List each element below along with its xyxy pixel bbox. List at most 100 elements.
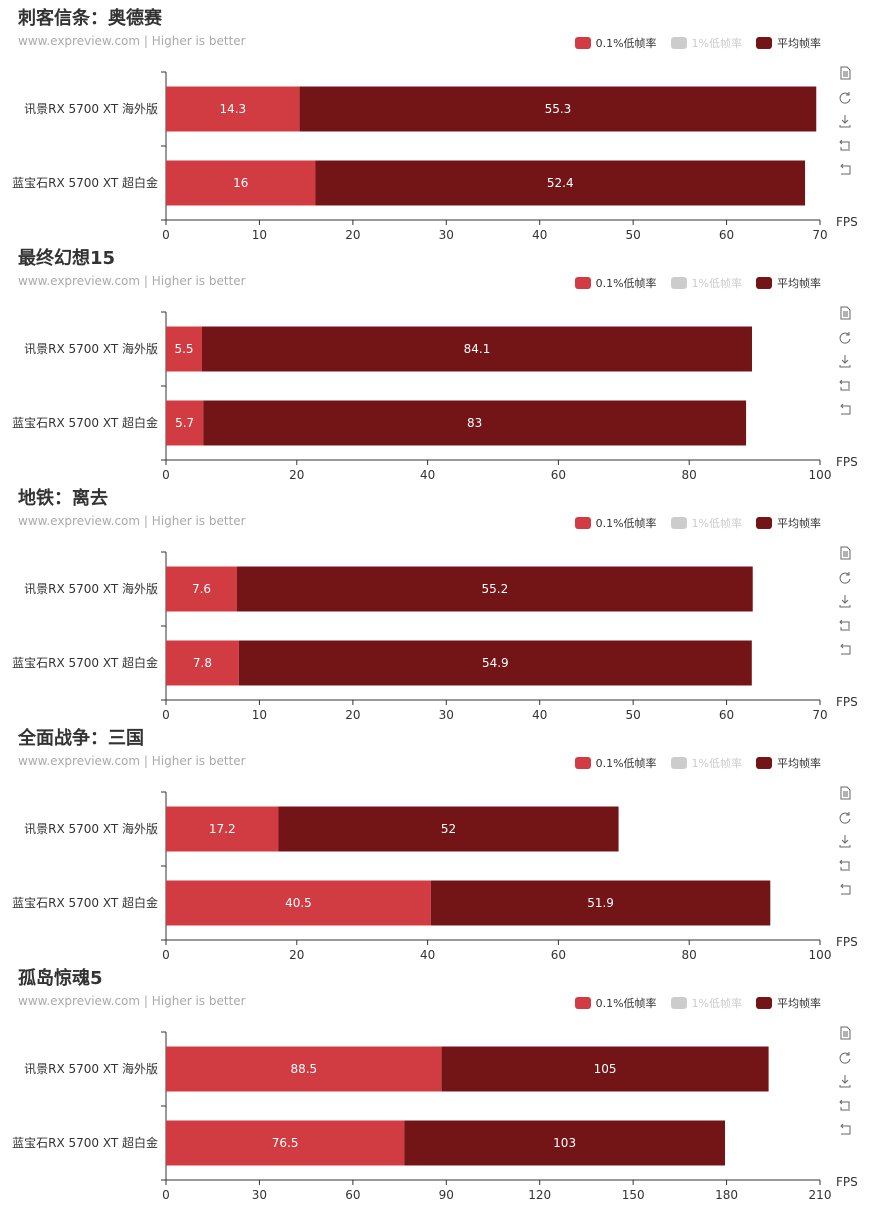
legend-label: 1%低帧率 <box>691 757 742 770</box>
download-icon[interactable] <box>838 594 852 608</box>
undo-icon[interactable] <box>838 402 852 416</box>
bar-low-fps[interactable] <box>166 806 279 852</box>
bar-low-fps[interactable] <box>166 1120 405 1166</box>
chart-1: 刺客信条：奥德赛 www.expreview.com | Higher is be… <box>0 0 869 242</box>
bar-low-fps[interactable] <box>166 160 316 206</box>
bar-low-fps[interactable] <box>166 400 204 446</box>
data-view-icon[interactable] <box>838 66 852 80</box>
x-tick-label: 60 <box>551 948 566 962</box>
legend-item[interactable]: 平均帧率 <box>756 515 821 531</box>
legend-item[interactable]: 平均帧率 <box>756 35 821 51</box>
refresh-icon[interactable] <box>838 810 852 824</box>
chart-4: 全面战争：三国 www.expreview.com | Higher is bet… <box>0 720 869 962</box>
bar-low-fps[interactable] <box>166 326 202 372</box>
x-tick-label: 120 <box>528 1188 551 1202</box>
chart-title: 孤岛惊魂5 <box>18 968 103 989</box>
bar-low-fps[interactable] <box>166 1046 442 1092</box>
undo-icon[interactable] <box>838 642 852 656</box>
legend-item[interactable]: 平均帧率 <box>756 275 821 291</box>
restore-icon[interactable] <box>838 378 852 392</box>
download-icon[interactable] <box>838 114 852 128</box>
bar-avg-fps[interactable] <box>238 640 752 686</box>
legend-label: 1%低帧率 <box>691 997 742 1010</box>
bar-value-label: 5.7 <box>175 416 194 430</box>
data-view-icon[interactable] <box>838 306 852 320</box>
bar-value-label: 14.3 <box>219 102 246 116</box>
bar-avg-fps[interactable] <box>315 160 806 206</box>
undo-icon[interactable] <box>838 162 852 176</box>
legend-item[interactable]: 平均帧率 <box>756 755 821 771</box>
legend-item[interactable]: 0.1%低帧率 <box>574 755 657 771</box>
undo-icon[interactable] <box>838 1122 852 1136</box>
data-view-icon[interactable] <box>838 786 852 800</box>
chart-subtitle: www.expreview.com | Higher is better <box>18 754 246 768</box>
legend-item[interactable]: 0.1%低帧率 <box>574 35 657 51</box>
x-tick-label: 60 <box>345 1188 360 1202</box>
bar-avg-fps[interactable] <box>278 806 619 852</box>
download-icon[interactable] <box>838 354 852 368</box>
x-tick-label: 90 <box>439 1188 454 1202</box>
bar-low-fps[interactable] <box>166 86 300 132</box>
bar-low-fps[interactable] <box>166 880 431 926</box>
download-icon[interactable] <box>838 834 852 848</box>
legend-item[interactable]: 1%低帧率 <box>670 515 742 531</box>
x-tick-label: 150 <box>622 1188 645 1202</box>
legend-item[interactable]: 1%低帧率 <box>670 35 742 51</box>
legend-item[interactable]: 1%低帧率 <box>670 755 742 771</box>
bar-avg-fps[interactable] <box>201 326 752 372</box>
bar-value-label: 55.2 <box>482 582 509 596</box>
legend-label: 平均帧率 <box>777 757 821 770</box>
restore-icon[interactable] <box>838 138 852 152</box>
x-tick-label: 40 <box>532 228 547 242</box>
x-tick-label: 60 <box>551 468 566 482</box>
legend-label: 平均帧率 <box>777 997 821 1010</box>
bar-value-label: 54.9 <box>482 656 509 670</box>
restore-icon[interactable] <box>838 618 852 632</box>
chart-toolbox <box>838 546 856 666</box>
x-tick-label: 30 <box>252 1188 267 1202</box>
bar-avg-fps[interactable] <box>404 1120 726 1166</box>
legend-item[interactable]: 1%低帧率 <box>670 995 742 1011</box>
refresh-icon[interactable] <box>838 330 852 344</box>
restore-icon[interactable] <box>838 858 852 872</box>
refresh-icon[interactable] <box>838 90 852 104</box>
category-label: 讯景RX 5700 XT 海外版 <box>24 1061 158 1076</box>
data-view-icon[interactable] <box>838 546 852 560</box>
data-view-icon[interactable] <box>838 1026 852 1040</box>
legend-item[interactable]: 0.1%低帧率 <box>574 995 657 1011</box>
chart-title: 刺客信条：奥德赛 <box>18 8 162 29</box>
legend-item[interactable]: 平均帧率 <box>756 995 821 1011</box>
refresh-icon[interactable] <box>838 570 852 584</box>
x-axis-label: FPS <box>836 1175 858 1189</box>
bar-avg-fps[interactable] <box>203 400 747 446</box>
refresh-icon[interactable] <box>838 1050 852 1064</box>
legend-swatch <box>670 517 687 529</box>
legend-item[interactable]: 0.1%低帧率 <box>574 515 657 531</box>
legend-item[interactable]: 1%低帧率 <box>670 275 742 291</box>
x-tick-label: 80 <box>682 948 697 962</box>
chart-toolbox <box>838 66 856 186</box>
legend-item[interactable]: 0.1%低帧率 <box>574 275 657 291</box>
bar-avg-fps[interactable] <box>430 880 771 926</box>
legend-swatch <box>756 37 772 49</box>
undo-icon[interactable] <box>838 882 852 896</box>
bar-avg-fps[interactable] <box>237 566 753 612</box>
download-icon[interactable] <box>838 1074 852 1088</box>
legend-swatch <box>756 997 772 1009</box>
legend-swatch <box>756 757 772 769</box>
category-label: 讯景RX 5700 XT 海外版 <box>24 101 158 116</box>
chart-3: 地铁：离去 www.expreview.com | Higher is bette… <box>0 480 869 722</box>
bar-low-fps[interactable] <box>166 640 239 686</box>
x-tick-label: 70 <box>812 228 827 242</box>
x-tick-label: 0 <box>162 708 170 722</box>
category-label: 蓝宝石RX 5700 XT 超白金 <box>12 895 158 910</box>
bar-low-fps[interactable] <box>166 566 238 612</box>
x-tick-label: 50 <box>626 708 641 722</box>
chart-toolbox <box>838 786 856 906</box>
bar-avg-fps[interactable] <box>441 1046 769 1092</box>
restore-icon[interactable] <box>838 1098 852 1112</box>
bar-avg-fps[interactable] <box>299 86 817 132</box>
legend-swatch <box>670 277 687 289</box>
x-tick-label: 50 <box>626 228 641 242</box>
